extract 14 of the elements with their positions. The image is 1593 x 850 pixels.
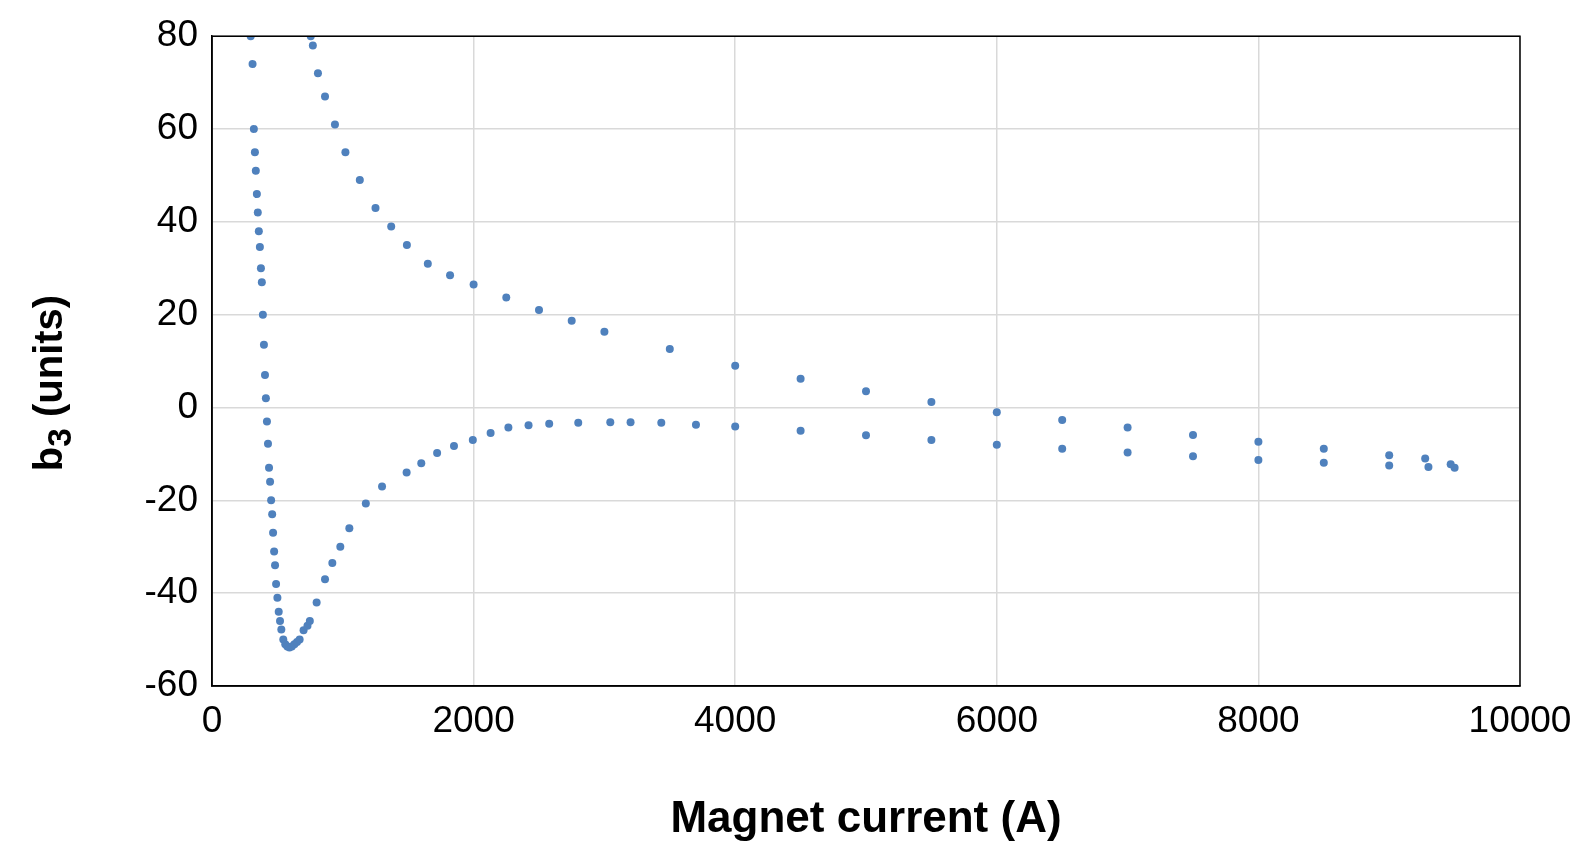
y-tick-label: -40 [144,570,198,612]
x-axis-title: Magnet current (A) [670,791,1062,841]
x-tick-label: 8000 [1217,699,1300,741]
y-tick-label: -60 [144,663,198,705]
y-tick-label: 60 [156,106,198,148]
y-tick-label: 80 [156,13,198,55]
y-tick-label: 20 [156,291,198,333]
x-tick-label: 6000 [955,699,1038,741]
x-tick-label: 4000 [694,699,777,741]
y-tick-label: 0 [177,384,198,426]
x-tick-label: 10000 [1468,699,1572,741]
x-tick-label: 2000 [432,699,515,741]
y-tick-label: -20 [144,477,198,519]
y-tick-label: 40 [156,199,198,241]
